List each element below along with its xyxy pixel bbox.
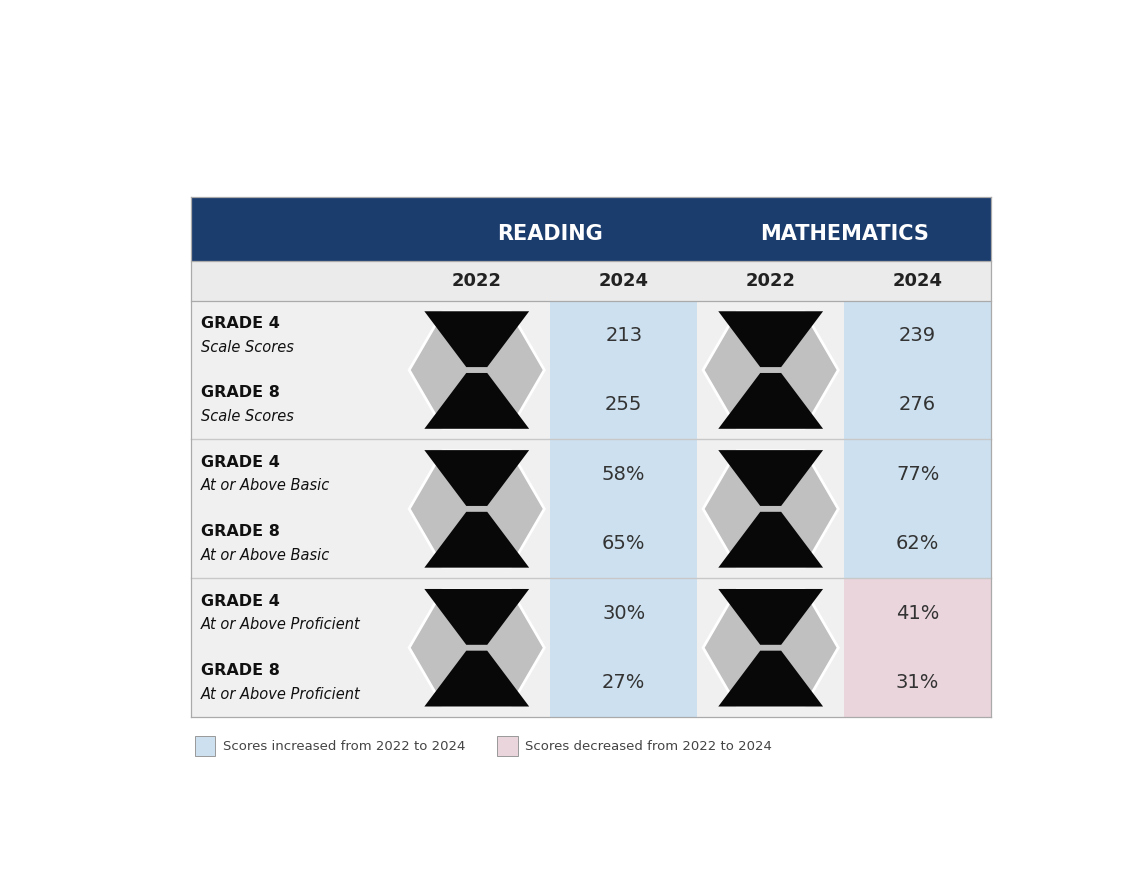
- Text: 41%: 41%: [896, 604, 939, 622]
- Text: 58%: 58%: [602, 464, 645, 484]
- Text: Scores decreased from 2022 to 2024: Scores decreased from 2022 to 2024: [526, 740, 772, 753]
- Text: GRADE 8: GRADE 8: [201, 524, 279, 539]
- FancyBboxPatch shape: [195, 736, 215, 757]
- Text: 2024: 2024: [598, 272, 649, 289]
- Polygon shape: [718, 373, 823, 429]
- Text: 2022: 2022: [746, 272, 796, 289]
- Polygon shape: [718, 511, 823, 567]
- FancyBboxPatch shape: [844, 440, 991, 578]
- Text: READING: READING: [497, 224, 603, 244]
- Text: At or Above Proficient: At or Above Proficient: [201, 686, 360, 702]
- FancyBboxPatch shape: [551, 440, 698, 578]
- Text: 62%: 62%: [896, 534, 939, 553]
- Text: GRADE 4: GRADE 4: [201, 455, 279, 470]
- FancyBboxPatch shape: [497, 736, 518, 757]
- Polygon shape: [424, 589, 529, 645]
- Text: 77%: 77%: [896, 464, 939, 484]
- Polygon shape: [703, 451, 838, 567]
- Polygon shape: [703, 590, 838, 706]
- Text: Scores increased from 2022 to 2024: Scores increased from 2022 to 2024: [223, 740, 465, 753]
- FancyBboxPatch shape: [192, 440, 991, 578]
- Polygon shape: [424, 651, 529, 707]
- Polygon shape: [424, 312, 529, 367]
- Text: 2024: 2024: [893, 272, 943, 289]
- FancyBboxPatch shape: [192, 578, 991, 718]
- FancyBboxPatch shape: [844, 301, 991, 440]
- Polygon shape: [718, 589, 823, 645]
- Text: 2022: 2022: [451, 272, 502, 289]
- Polygon shape: [718, 450, 823, 506]
- Polygon shape: [424, 511, 529, 567]
- FancyBboxPatch shape: [192, 301, 991, 440]
- FancyBboxPatch shape: [844, 578, 991, 718]
- Polygon shape: [718, 312, 823, 367]
- FancyBboxPatch shape: [192, 260, 991, 301]
- Polygon shape: [424, 450, 529, 506]
- Text: Scale Scores: Scale Scores: [201, 339, 293, 354]
- Text: 239: 239: [899, 326, 936, 345]
- Polygon shape: [409, 312, 545, 428]
- Text: 30%: 30%: [602, 604, 645, 622]
- Text: 213: 213: [605, 326, 642, 345]
- Text: At or Above Basic: At or Above Basic: [201, 479, 329, 494]
- Text: 31%: 31%: [896, 673, 939, 692]
- FancyBboxPatch shape: [192, 197, 991, 260]
- Polygon shape: [703, 312, 838, 428]
- Polygon shape: [409, 451, 545, 567]
- Text: 255: 255: [605, 395, 643, 414]
- Text: GRADE 4: GRADE 4: [201, 316, 279, 331]
- Text: Scale Scores: Scale Scores: [201, 409, 293, 424]
- Text: At or Above Basic: At or Above Basic: [201, 548, 329, 563]
- Polygon shape: [424, 373, 529, 429]
- Text: 65%: 65%: [602, 534, 645, 553]
- FancyBboxPatch shape: [551, 578, 698, 718]
- Text: 276: 276: [899, 395, 936, 414]
- Text: GRADE 8: GRADE 8: [201, 385, 279, 400]
- Text: GRADE 4: GRADE 4: [201, 594, 279, 609]
- Polygon shape: [718, 651, 823, 707]
- Text: MATHEMATICS: MATHEMATICS: [759, 224, 929, 244]
- Text: 27%: 27%: [602, 673, 645, 692]
- Text: GRADE 8: GRADE 8: [201, 663, 279, 678]
- Polygon shape: [409, 590, 545, 706]
- Text: At or Above Proficient: At or Above Proficient: [201, 617, 360, 632]
- FancyBboxPatch shape: [551, 301, 698, 440]
